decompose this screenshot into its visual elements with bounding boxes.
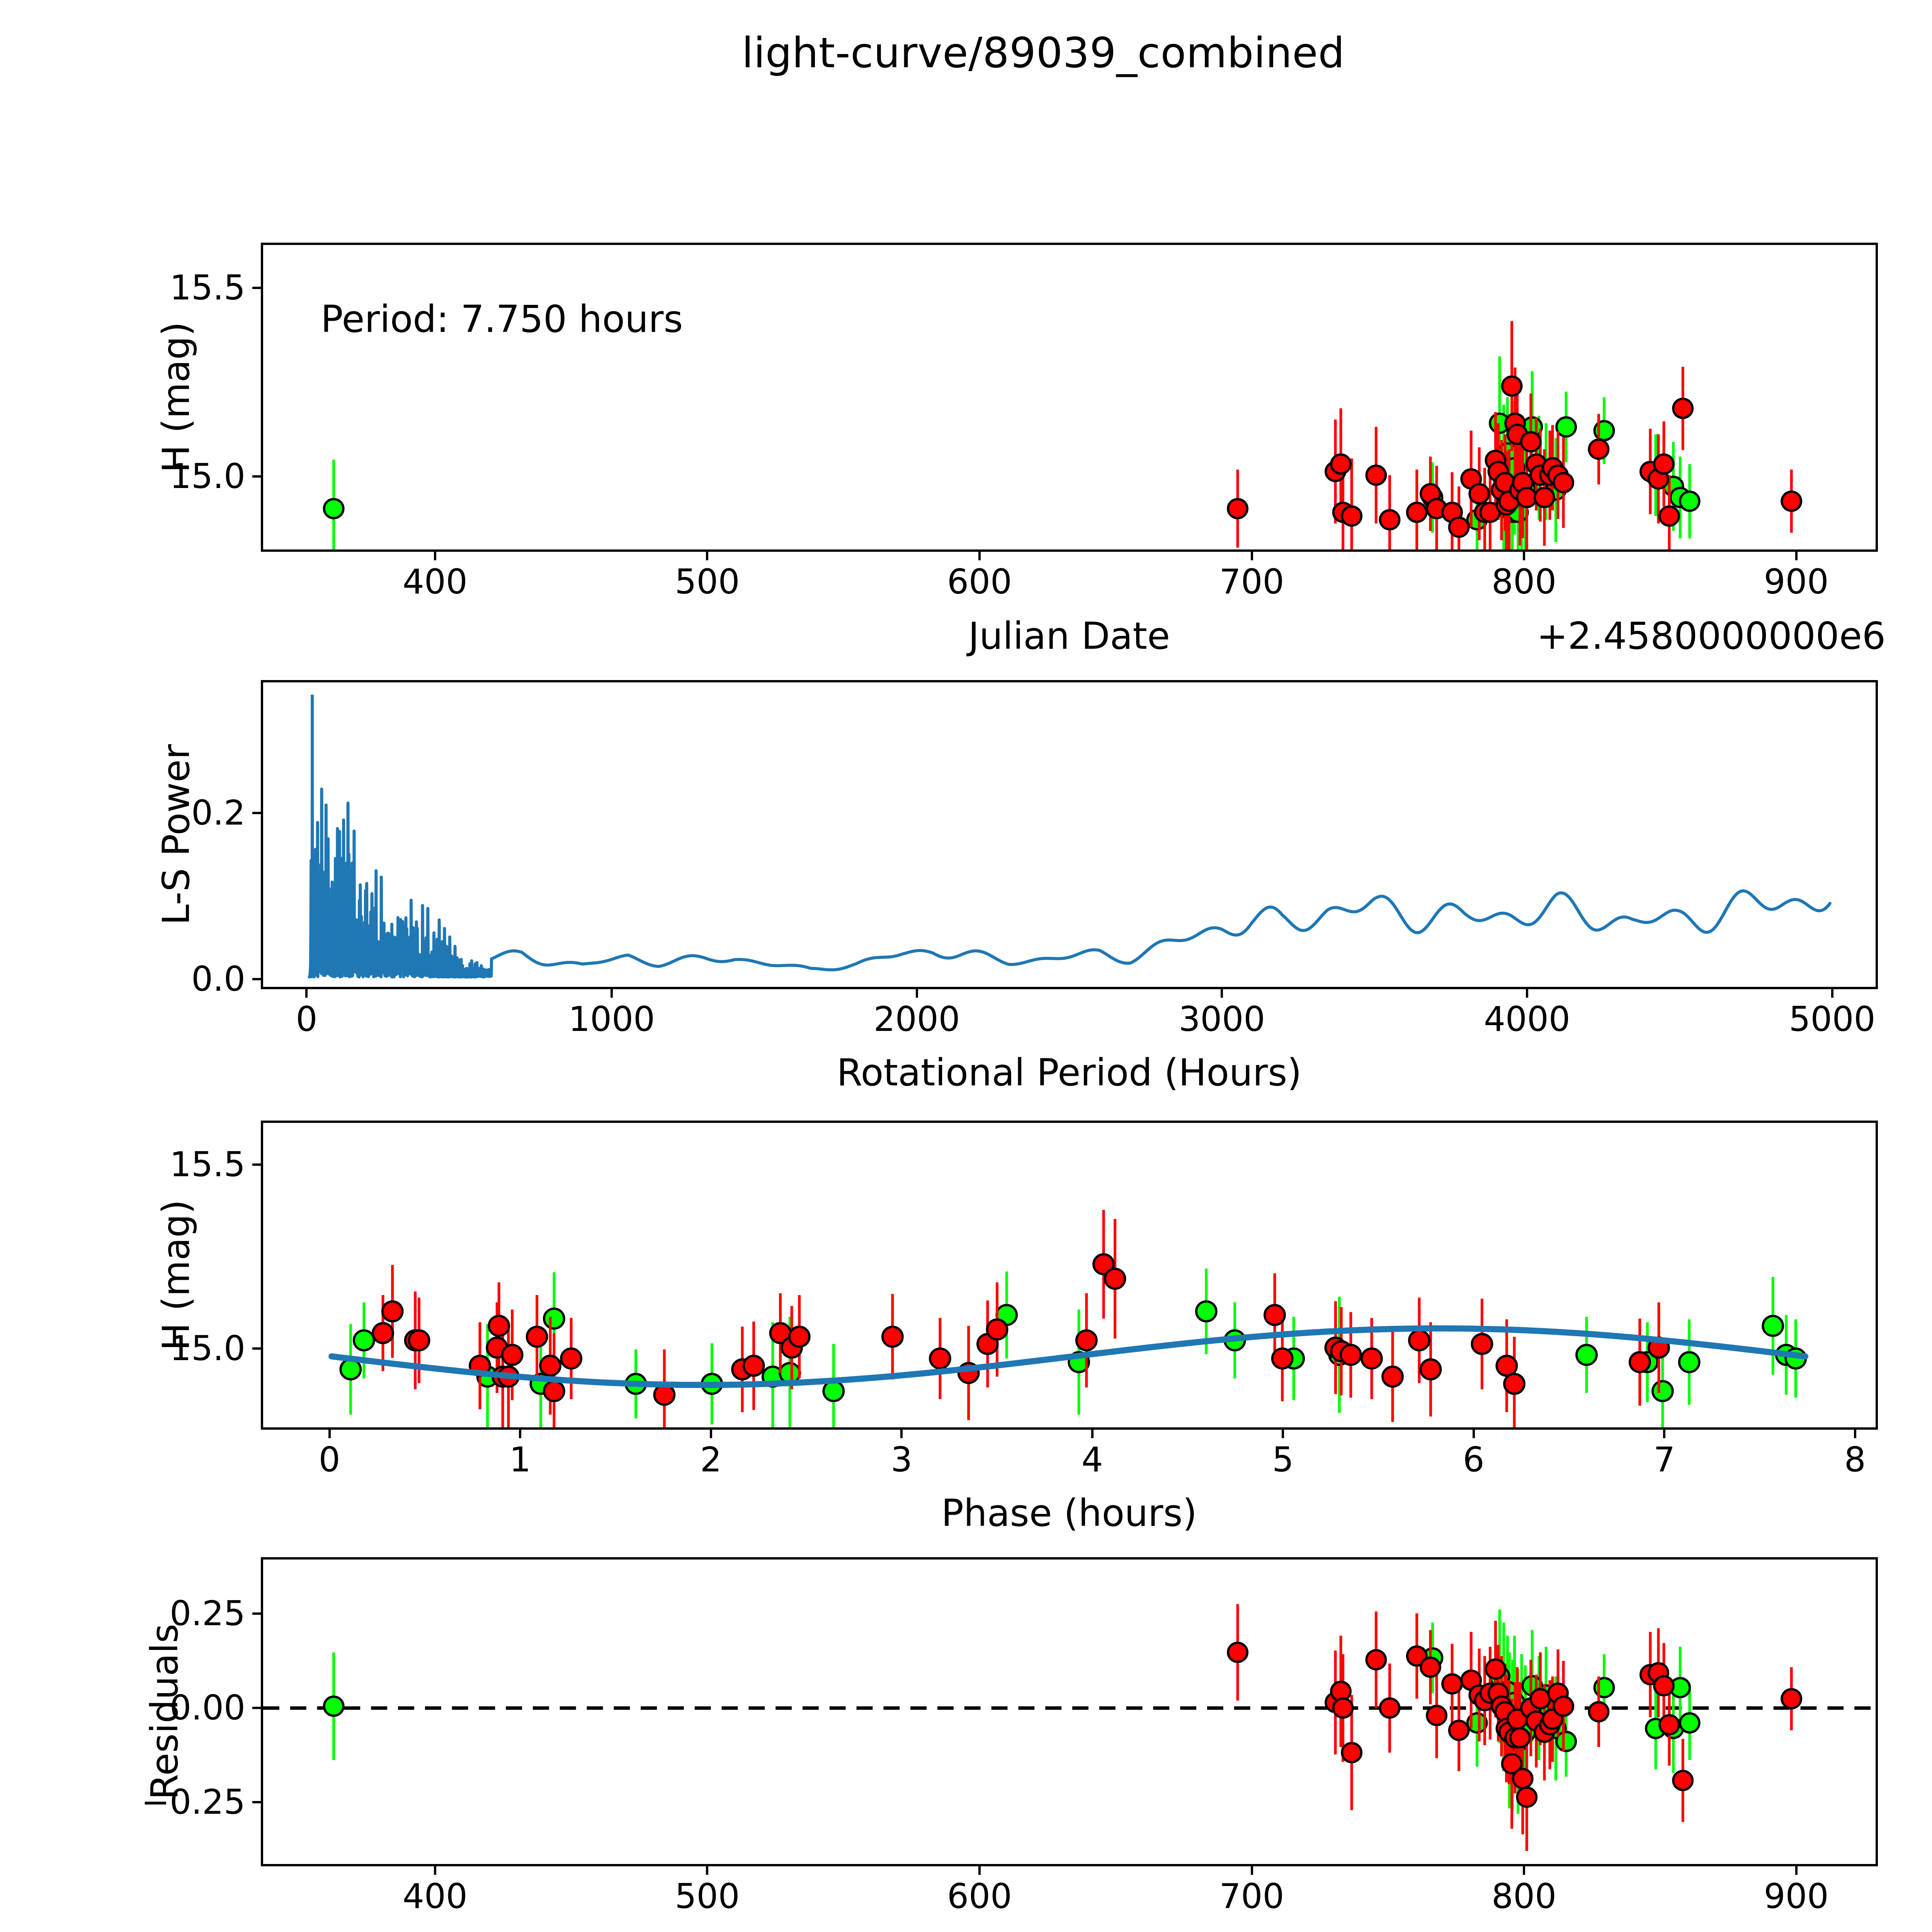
x-tick-label: 0 (296, 999, 318, 1039)
sinusoid-fit-line (328, 1325, 1808, 1388)
x-tick-label: 6 (1463, 1440, 1485, 1480)
x-tick-label: 4000 (1483, 999, 1570, 1039)
x-tick-mark (1091, 1430, 1094, 1438)
x-tick-mark (706, 1866, 709, 1875)
y-tick-label: 15.5 (170, 1145, 245, 1185)
light-curve-plot-area (323, 321, 1803, 549)
x-tick-mark (1221, 989, 1223, 998)
x-tick-label: 2000 (873, 999, 960, 1039)
residuals-x-offset-label: +2.4580000000e6 (1537, 1929, 1886, 1932)
x-tick-mark (709, 1430, 712, 1438)
x-tick-mark (519, 1430, 522, 1438)
x-tick-mark (305, 989, 308, 998)
figure-title: light-curve/89039_combined (742, 29, 1345, 77)
x-tick-mark (1472, 1430, 1475, 1438)
x-tick-label: 0 (318, 1440, 340, 1480)
y-tick-label: −0.25 (141, 1782, 245, 1822)
x-tick-label: 8 (1844, 1440, 1866, 1480)
y-tick-mark (252, 475, 261, 478)
x-tick-mark (978, 1866, 981, 1875)
x-tick-mark (611, 989, 613, 998)
y-tick-label: 0.0 (191, 959, 245, 999)
periodogram-ylabel: L-S Power (155, 744, 198, 925)
series-red-band (372, 1210, 1670, 1427)
x-tick-mark (1854, 1430, 1856, 1438)
phase-folded-plot-area (328, 1210, 1808, 1427)
y-tick-mark (252, 1801, 261, 1804)
y-tick-mark (252, 287, 261, 289)
y-tick-label: 0.2 (191, 793, 245, 833)
panel-phase-folded (261, 1121, 1878, 1430)
x-tick-mark (1526, 989, 1528, 998)
y-tick-label: 0.00 (170, 1688, 245, 1728)
periodogram-line (308, 787, 1832, 979)
x-tick-mark (1795, 1866, 1798, 1875)
x-tick-label: 3000 (1179, 999, 1265, 1039)
series-green-band (339, 1269, 1807, 1427)
y-tick-label: 15.0 (170, 1328, 245, 1369)
x-tick-mark (1795, 552, 1798, 560)
x-tick-label: 3 (891, 1440, 913, 1480)
x-tick-label: 5000 (1789, 999, 1876, 1039)
x-tick-label: 7 (1653, 1440, 1675, 1480)
x-tick-label: 2 (700, 1440, 722, 1480)
x-tick-mark (1663, 1430, 1666, 1438)
series-red-band (1227, 321, 1803, 549)
phase-folded-ylabel: H (mag) (155, 1199, 198, 1351)
x-tick-label: 700 (1219, 562, 1284, 602)
x-tick-mark (706, 552, 709, 560)
y-tick-mark (252, 1612, 261, 1615)
x-tick-label: 4 (1081, 1440, 1103, 1480)
light-curve-ylabel: H (mag) (155, 321, 198, 473)
x-tick-label: 600 (947, 562, 1012, 602)
light-curve-x-offset-label: +2.4580000000e6 (1537, 614, 1886, 658)
x-tick-label: 800 (1492, 1876, 1557, 1916)
x-tick-mark (1250, 552, 1253, 560)
x-tick-mark (434, 1866, 436, 1875)
x-tick-mark (1523, 1866, 1526, 1875)
y-tick-mark (252, 812, 261, 815)
residuals-plot-area (263, 1604, 1876, 1851)
y-tick-mark (252, 978, 261, 981)
x-tick-mark (1523, 552, 1526, 560)
x-tick-mark (1282, 1430, 1284, 1438)
x-tick-mark (900, 1430, 903, 1438)
y-tick-mark (252, 1163, 261, 1166)
x-tick-mark (1831, 989, 1833, 998)
panel-residuals (261, 1557, 1878, 1866)
x-tick-label: 1000 (568, 999, 655, 1039)
x-tick-mark (1250, 1866, 1253, 1875)
series-red-band (1227, 1604, 1803, 1851)
y-tick-mark (252, 1347, 261, 1350)
y-tick-label: 15.5 (170, 268, 245, 308)
panel-light-curve (261, 243, 1878, 552)
x-tick-label: 5 (1272, 1440, 1294, 1480)
y-tick-mark (252, 1707, 261, 1709)
x-tick-label: 400 (402, 562, 468, 602)
x-tick-mark (978, 552, 981, 560)
x-tick-label: 600 (947, 1876, 1012, 1916)
x-tick-label: 900 (1764, 562, 1829, 602)
y-tick-label: 15.0 (170, 456, 245, 496)
light-curve-xlabel: Julian Date (968, 614, 1170, 658)
x-tick-label: 800 (1492, 562, 1557, 602)
x-tick-mark (915, 989, 918, 998)
period-annotation: Period: 7.750 hours (321, 298, 683, 341)
x-tick-mark (328, 1430, 331, 1438)
residuals-xlabel: Julian Date (968, 1929, 1170, 1932)
x-tick-mark (434, 552, 436, 560)
y-tick-label: 0.25 (170, 1594, 245, 1634)
phase-folded-xlabel: Phase (hours) (941, 1492, 1197, 1535)
x-tick-label: 500 (675, 562, 740, 602)
x-tick-label: 1 (509, 1440, 531, 1480)
periodogram-plot-area (308, 694, 1832, 979)
periodogram-xlabel: Rotational Period (Hours) (837, 1051, 1302, 1094)
x-tick-label: 900 (1764, 1876, 1829, 1916)
panel-periodogram (261, 680, 1878, 989)
x-tick-label: 400 (402, 1876, 468, 1916)
x-tick-label: 700 (1219, 1876, 1284, 1916)
x-tick-label: 500 (675, 1876, 740, 1916)
